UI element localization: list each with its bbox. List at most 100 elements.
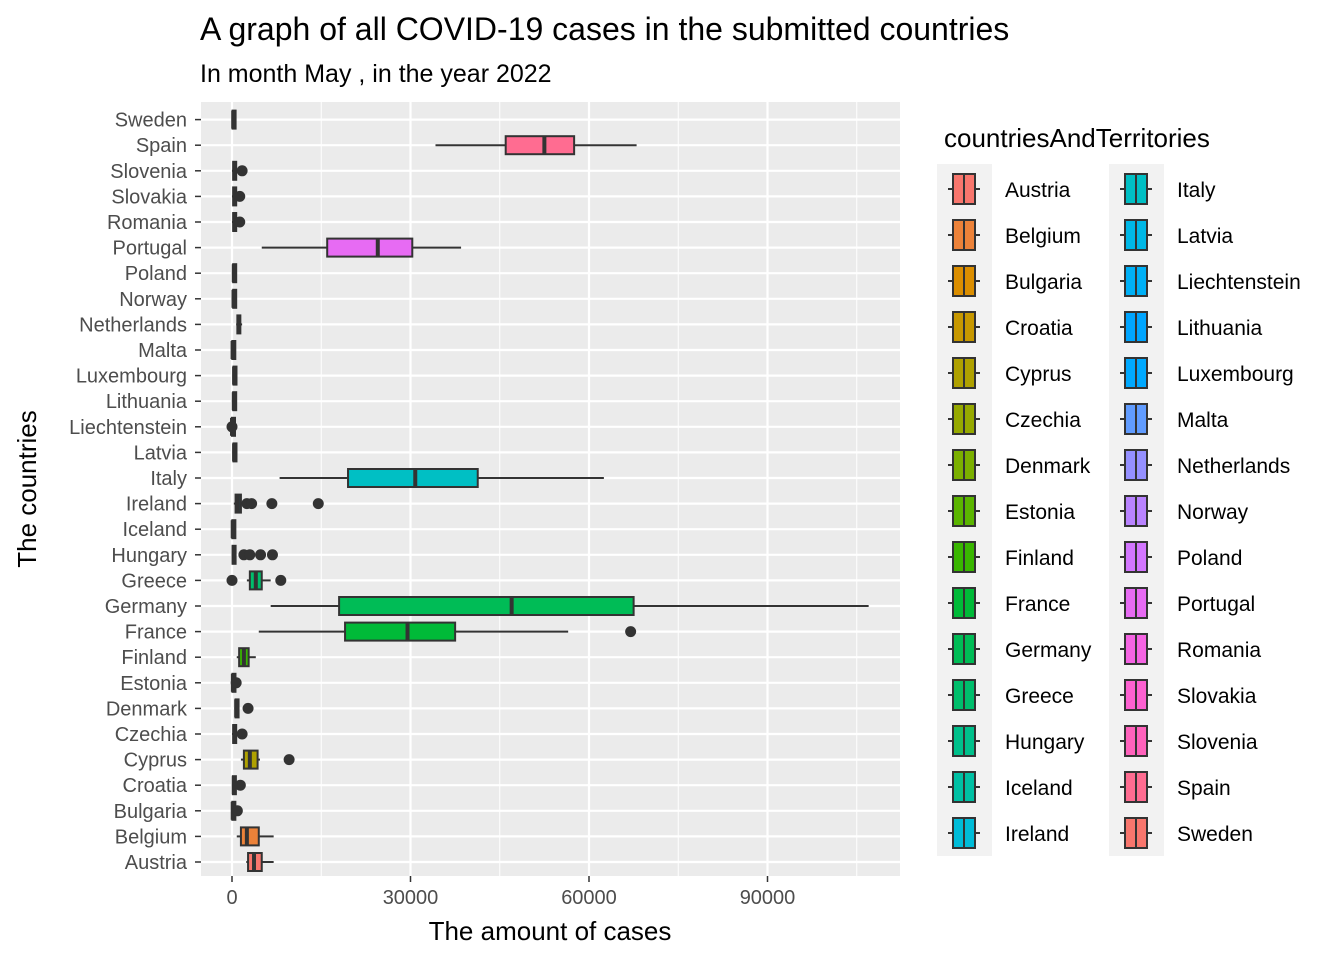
y-tick-label: Austria — [125, 852, 188, 874]
y-tick-label: Romania — [107, 212, 188, 234]
legend-label: Sweden — [1177, 823, 1253, 846]
y-tick-label: Belgium — [115, 826, 187, 848]
outlier-point — [266, 498, 278, 510]
y-tick-label: Spain — [136, 135, 187, 157]
y-tick-label: Denmark — [106, 698, 188, 720]
y-tick-label: Netherlands — [79, 314, 187, 336]
legend-label: Germany — [1005, 639, 1092, 662]
grid-minor — [320, 102, 858, 876]
legend-label: Ireland — [1005, 823, 1069, 846]
outlier-point — [226, 421, 238, 433]
legend-label: Norway — [1177, 501, 1249, 524]
outlier-point — [231, 805, 243, 817]
y-tick-label: Croatia — [123, 775, 188, 797]
outlier-point — [283, 754, 295, 766]
outlier-point — [244, 549, 256, 561]
legend-label: Iceland — [1005, 777, 1073, 800]
outlier-point — [234, 779, 246, 791]
outlier-point — [226, 574, 238, 586]
legend-label: Malta — [1177, 409, 1229, 432]
y-tick-label: Germany — [105, 596, 187, 618]
outlier-point — [312, 498, 324, 510]
box — [347, 468, 479, 488]
legend-label: Greece — [1005, 685, 1074, 708]
y-tick-label: Sweden — [115, 110, 187, 132]
legend-label: Bulgaria — [1005, 271, 1082, 294]
legend-label: Slovenia — [1177, 731, 1258, 754]
outlier-point — [246, 498, 258, 510]
outlier-point — [236, 728, 248, 740]
y-tick-label: Italy — [150, 468, 187, 490]
legend-label: Liechtenstein — [1177, 271, 1301, 294]
box — [344, 621, 457, 642]
y-tick-label: Iceland — [123, 519, 188, 541]
legend-label: Cyprus — [1005, 363, 1072, 386]
legend-title: countriesAndTerritories — [944, 123, 1210, 153]
outlier-point — [275, 574, 287, 586]
y-tick-label: Czechia — [115, 724, 188, 746]
y-tick-label: Latvia — [134, 442, 188, 464]
legend-label: Portugal — [1177, 593, 1255, 616]
outlier-point — [234, 190, 246, 202]
legend-label: Poland — [1177, 547, 1242, 570]
box — [504, 135, 576, 156]
x-axis-title: The amount of cases — [429, 916, 672, 946]
outlier-point — [242, 702, 254, 714]
y-tick-label: Bulgaria — [114, 801, 188, 823]
y-tick-label: Portugal — [113, 238, 188, 260]
box — [338, 596, 635, 616]
y-tick-label: Slovakia — [111, 186, 187, 208]
outlier-point — [230, 677, 242, 689]
y-tick-label: Malta — [138, 340, 188, 362]
legend-label: Latvia — [1177, 225, 1233, 248]
legend-label: Spain — [1177, 777, 1231, 800]
outlier-point — [625, 626, 637, 638]
outlier-point — [234, 216, 246, 228]
outlier-point — [266, 549, 278, 561]
box — [326, 237, 414, 258]
x-tick-label: 60000 — [561, 887, 617, 909]
y-tick-label: Luxembourg — [76, 366, 187, 388]
y-axis-title: The countries — [12, 410, 42, 568]
x-tick-label: 90000 — [740, 887, 796, 909]
chart-title: A graph of all COVID-19 cases in the sub… — [200, 11, 1009, 47]
legend-label: Belgium — [1005, 225, 1081, 248]
y-tick-label: Greece — [121, 570, 187, 592]
legend-label: Lithuania — [1177, 317, 1263, 340]
outlier-point — [255, 549, 267, 561]
legend-label: Luxembourg — [1177, 363, 1294, 386]
legend-label: France — [1005, 593, 1070, 616]
outlier-point — [236, 165, 248, 177]
plot-panel — [201, 102, 900, 876]
legend-label: Romania — [1177, 639, 1261, 662]
legend: countriesAndTerritories Austria Belgium Bu… — [937, 123, 1301, 856]
legend-label: Croatia — [1005, 317, 1073, 340]
y-tick-label: Ireland — [126, 494, 187, 516]
legend-label: Slovakia — [1177, 685, 1257, 708]
legend-label: Estonia — [1005, 501, 1075, 524]
y-tick-label: Norway — [119, 289, 187, 311]
x-tick-label: 0 — [226, 887, 237, 909]
legend-label: Finland — [1005, 547, 1074, 570]
y-tick-label: Slovenia — [110, 161, 188, 183]
y-axis: Austria Belgium Bulgaria Croatia Cyprus Czech… — [69, 110, 201, 874]
chart-subtitle: In month May , in the year 2022 — [200, 60, 552, 88]
y-tick-label: Poland — [125, 263, 187, 285]
y-tick-label: Estonia — [120, 673, 188, 695]
x-axis: 0 30000 60000 90000 — [226, 876, 795, 909]
legend-label: Netherlands — [1177, 455, 1290, 478]
legend-label: Austria — [1005, 179, 1071, 202]
legend-label: Hungary — [1005, 731, 1085, 754]
y-tick-label: Liechtenstein — [69, 417, 187, 439]
y-tick-label: Lithuania — [106, 391, 188, 413]
x-tick-label: 30000 — [383, 887, 439, 909]
y-tick-label: Hungary — [111, 545, 187, 567]
legend-label: Italy — [1177, 179, 1216, 202]
grid-major — [201, 102, 900, 876]
y-tick-label: Finland — [121, 647, 187, 669]
box — [239, 826, 260, 847]
y-tick-label: France — [125, 622, 187, 644]
legend-label: Czechia — [1005, 409, 1081, 432]
y-tick-label: Cyprus — [124, 750, 187, 772]
